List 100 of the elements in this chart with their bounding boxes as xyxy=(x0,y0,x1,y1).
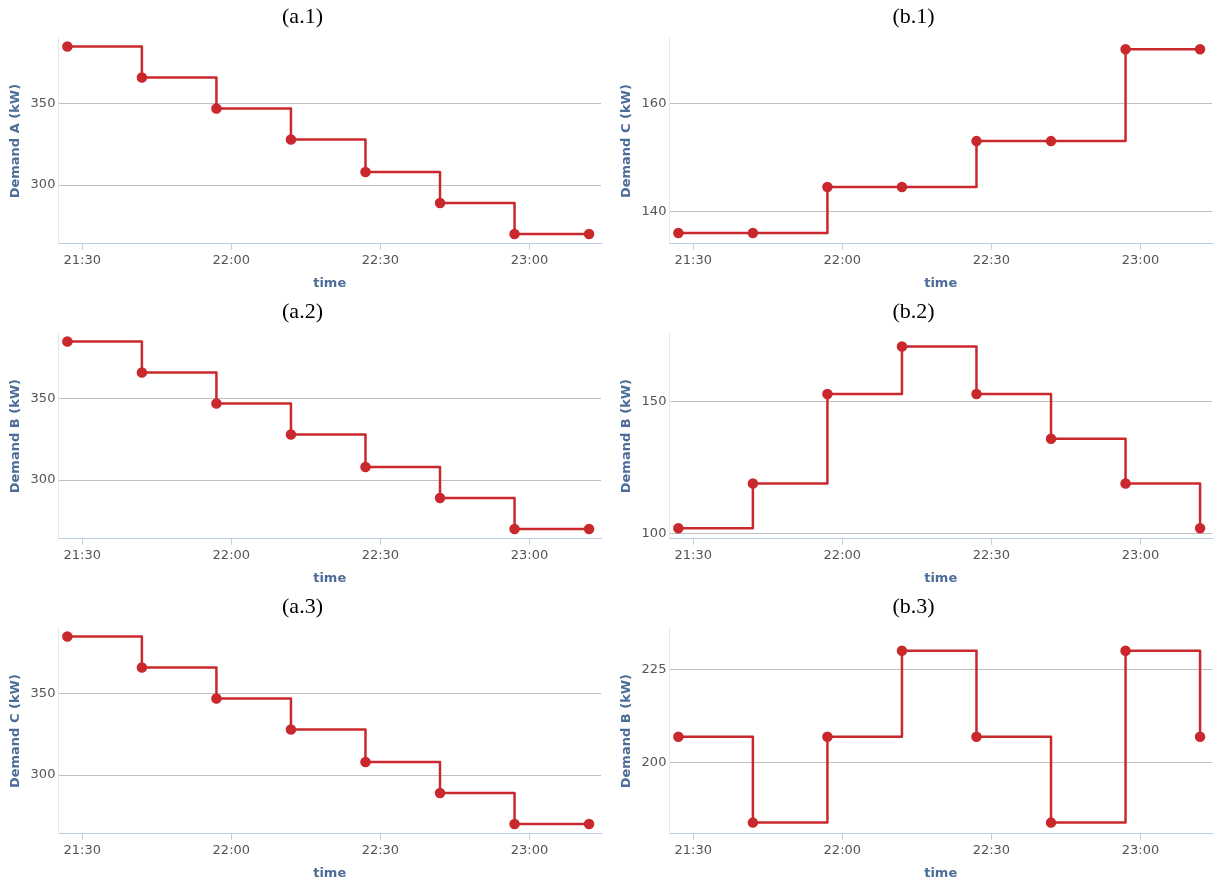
point xyxy=(211,103,222,114)
chart-title: (b.2) xyxy=(892,297,935,323)
x-tick-label: 21:30 xyxy=(63,546,101,562)
point xyxy=(1194,523,1206,534)
point xyxy=(136,662,148,673)
point xyxy=(747,227,759,239)
point xyxy=(136,72,148,83)
y-axis-title: Demand B (kW) xyxy=(618,673,634,789)
point xyxy=(1120,645,1131,657)
x-tick-label: 21:30 xyxy=(674,841,712,857)
x-tick-label: 21:30 xyxy=(674,546,712,562)
x-tick-label: 23:00 xyxy=(1121,546,1160,562)
x-tick-label: 23:00 xyxy=(510,841,549,857)
chart-title: (b.1) xyxy=(892,2,935,28)
x-axis-title: time xyxy=(313,569,347,585)
point xyxy=(583,818,595,830)
y-tick-label: 350 xyxy=(30,94,56,110)
x-tick-label: 23:00 xyxy=(1121,251,1160,267)
y-tick-label: 300 xyxy=(30,176,56,192)
x-tick-label: 22:00 xyxy=(823,546,862,562)
x-tick-label: 22:00 xyxy=(823,841,862,857)
y-axis-title: Demand A (kW) xyxy=(7,83,23,199)
x-tick-label: 23:00 xyxy=(510,251,549,267)
chart-title: (a.2) xyxy=(282,297,323,323)
x-tick-label: 22:00 xyxy=(823,251,862,267)
point xyxy=(211,693,222,704)
y-axis-title: Demand C (kW) xyxy=(618,84,634,199)
x-tick-label: 22:00 xyxy=(212,546,251,562)
point xyxy=(509,523,520,535)
x-axis-title: time xyxy=(924,569,958,585)
point xyxy=(822,731,833,742)
x-tick-label: 22:00 xyxy=(212,841,251,857)
x-tick-label: 21:30 xyxy=(63,841,101,857)
point xyxy=(1120,43,1131,55)
point xyxy=(509,818,520,830)
y-tick-label: 300 xyxy=(30,471,56,487)
point xyxy=(360,461,371,473)
point xyxy=(1045,135,1057,147)
point xyxy=(673,731,684,742)
point xyxy=(434,492,446,504)
y-tick-label: 350 xyxy=(30,684,56,700)
x-tick-label: 22:30 xyxy=(361,546,400,562)
point xyxy=(673,227,684,239)
point xyxy=(896,181,908,193)
x-tick-label: 21:30 xyxy=(674,251,712,267)
point xyxy=(1120,478,1131,489)
x-tick-label: 22:30 xyxy=(361,251,400,267)
x-tick-label: 22:30 xyxy=(972,546,1011,562)
point xyxy=(971,135,982,147)
y-tick-label: 300 xyxy=(30,766,56,782)
point xyxy=(285,724,297,735)
point xyxy=(62,631,73,642)
point xyxy=(583,523,595,535)
y-tick-label: 140 xyxy=(641,202,667,218)
point xyxy=(1194,731,1206,742)
y-axis-title: Demand B (kW) xyxy=(7,378,23,494)
y-tick-label: 350 xyxy=(30,389,56,405)
point xyxy=(211,398,222,409)
point xyxy=(434,197,446,209)
x-axis-title: time xyxy=(313,864,347,880)
x-tick-label: 22:30 xyxy=(972,841,1011,857)
point xyxy=(896,341,908,352)
point xyxy=(1045,817,1057,828)
point xyxy=(896,645,908,657)
point xyxy=(136,367,148,378)
y-tick-label: 225 xyxy=(641,660,667,676)
y-tick-label: 160 xyxy=(641,94,667,110)
point xyxy=(62,336,73,347)
x-tick-label: 22:30 xyxy=(361,841,400,857)
point xyxy=(285,134,297,145)
point xyxy=(360,166,371,178)
y-axis-title: Demand B (kW) xyxy=(618,378,634,494)
point xyxy=(822,388,833,400)
point xyxy=(971,388,982,400)
point xyxy=(1194,43,1206,55)
point xyxy=(971,731,982,742)
point xyxy=(1045,433,1057,444)
x-tick-label: 21:30 xyxy=(63,251,101,267)
x-axis-title: time xyxy=(313,274,347,290)
x-tick-label: 23:00 xyxy=(1121,841,1160,857)
y-tick-label: 200 xyxy=(641,754,667,770)
point xyxy=(509,228,520,240)
chart-title: (a.3) xyxy=(282,592,323,618)
x-axis-title: time xyxy=(924,274,958,290)
point xyxy=(583,228,595,240)
x-tick-label: 22:00 xyxy=(212,251,251,267)
y-axis-title: Demand C (kW) xyxy=(7,674,23,789)
x-axis-title: time xyxy=(924,864,958,880)
point xyxy=(285,429,297,440)
point xyxy=(822,181,833,193)
x-tick-label: 22:30 xyxy=(972,251,1011,267)
chart-title: (a.1) xyxy=(282,2,323,28)
point xyxy=(673,523,684,534)
y-tick-label: 150 xyxy=(641,393,667,409)
chart-title: (b.3) xyxy=(892,592,935,618)
point xyxy=(747,817,759,828)
point xyxy=(360,756,371,768)
point xyxy=(434,787,446,799)
x-tick-label: 23:00 xyxy=(510,546,549,562)
y-tick-label: 100 xyxy=(641,524,667,540)
